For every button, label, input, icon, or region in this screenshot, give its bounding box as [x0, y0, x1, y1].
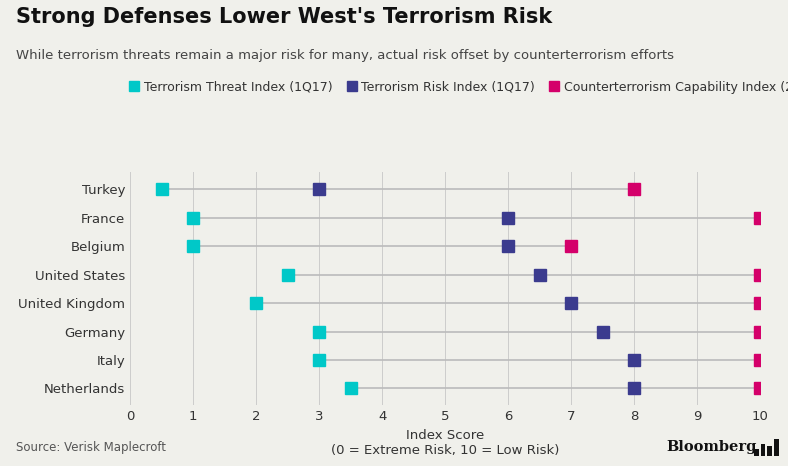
Legend: Terrorism Threat Index (1Q17), Terrorism Risk Index (1Q17), Counterterrorism Cap: Terrorism Threat Index (1Q17), Terrorism…	[130, 81, 788, 94]
X-axis label: Index Score
(0 = Extreme Risk, 10 = Low Risk): Index Score (0 = Extreme Risk, 10 = Low …	[331, 429, 559, 457]
Text: Source: Verisk Maplecroft: Source: Verisk Maplecroft	[16, 441, 165, 454]
Bar	[768, 446, 772, 456]
Text: Strong Defenses Lower West's Terrorism Risk: Strong Defenses Lower West's Terrorism R…	[16, 7, 552, 27]
Bar	[754, 449, 759, 456]
Text: While terrorism threats remain a major risk for many, actual risk offset by coun: While terrorism threats remain a major r…	[16, 49, 674, 62]
Text: Bloomberg: Bloomberg	[666, 440, 756, 454]
Bar	[774, 439, 779, 456]
Bar	[760, 444, 765, 456]
